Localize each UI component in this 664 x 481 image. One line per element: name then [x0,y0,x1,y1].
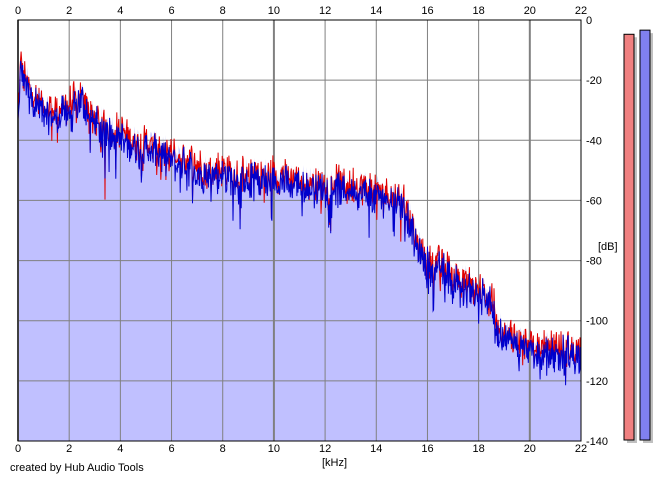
y-tick-label: -100 [586,316,608,328]
x-tick-label-top: 2 [66,5,72,17]
x-tick-label-top: 6 [168,5,174,17]
plot-border [17,19,582,442]
x-axis-label: [kHz] [322,457,348,469]
x-tick-label-bottom: 16 [421,443,433,455]
x-ticks-bottom: 0 2 4 6 8 10 12 14 16 18 20 22 [15,443,587,455]
series [17,51,582,386]
x-tick-label-top: 18 [473,5,485,17]
y-axis-label: [dB] [598,241,618,253]
y-tick-label: -60 [586,195,602,207]
series-line-R [17,60,582,386]
x-tick-label-bottom: 6 [168,443,174,455]
x-tick-label-bottom: 0 [15,443,21,455]
y-tick-label: -120 [586,376,608,388]
footer-credit: created by Hub Audio Tools [10,462,144,474]
x-tick-label-bottom: 12 [319,443,331,455]
x-tick-label-top: 8 [220,5,226,17]
x-tick-label-bottom: 10 [268,443,280,455]
x-tick-label-bottom: 2 [66,443,72,455]
y-tick-label: -140 [586,436,608,448]
y-tick-label: 0 [586,15,592,27]
y-tick-label: -20 [586,75,602,87]
x-tick-label-top: 0 [15,5,21,17]
x-tick-label-bottom: 8 [220,443,226,455]
x-tick-label-top: 22 [575,5,587,17]
y-tick-label: -40 [586,135,602,147]
meter-left [623,33,635,441]
level-meters [623,29,653,443]
x-tick-label-top: 12 [319,5,331,17]
x-tick-label-top: 14 [370,5,382,17]
x-tick-label-top: 4 [117,5,123,17]
x-tick-label-bottom: 18 [473,443,485,455]
x-tick-label-top: 16 [421,5,433,17]
x-ticks-top: 0 2 4 6 8 10 12 14 16 18 20 22 [15,5,587,17]
x-tick-label-bottom: 22 [575,443,587,455]
x-tick-label-bottom: 4 [117,443,123,455]
x-tick-label-bottom: 14 [370,443,382,455]
x-tick-label-top: 10 [268,5,280,17]
meter-right [639,29,651,441]
x-tick-label-top: 20 [524,5,536,17]
y-ticks: 0 -20 -40 -60 -80 -100 -120 -140 [586,15,608,448]
y-tick-label: -80 [586,256,602,268]
plot-area [17,19,582,442]
x-tick-label-bottom: 20 [524,443,536,455]
